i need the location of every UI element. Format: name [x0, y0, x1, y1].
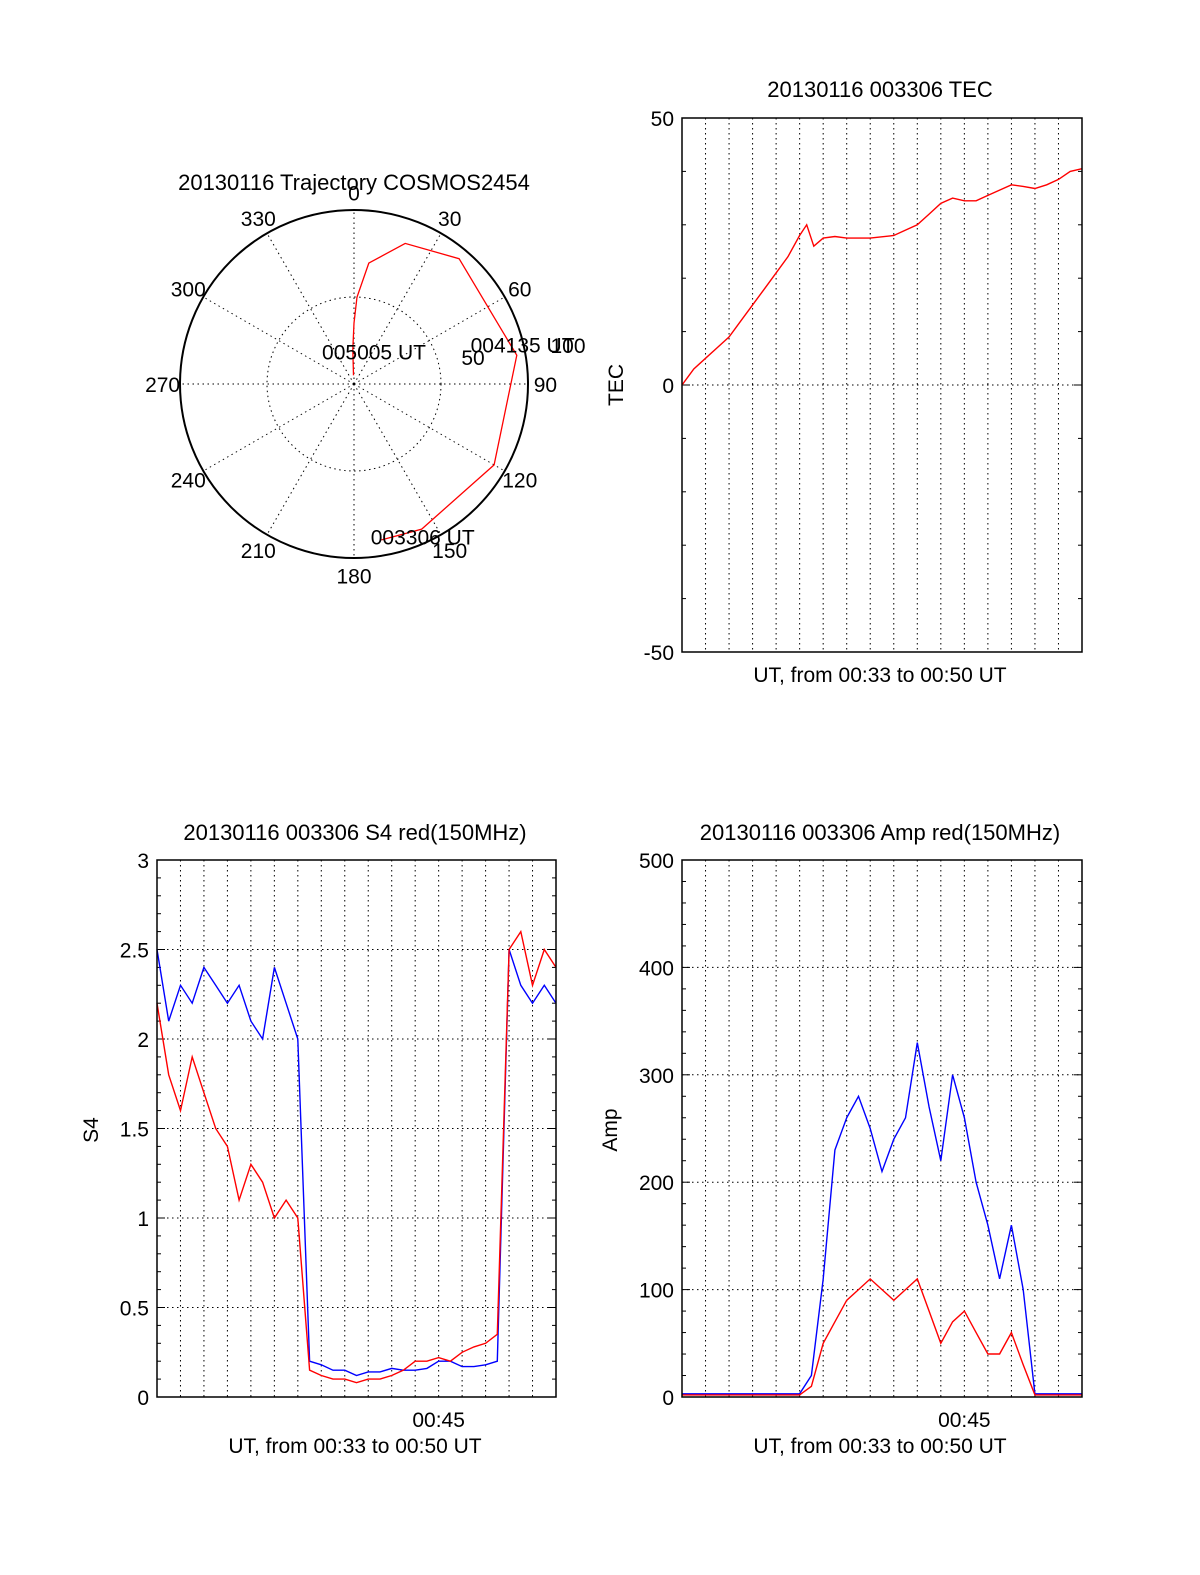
- polar-series: [352, 242, 518, 541]
- time-annotation: 005005 UT: [322, 342, 426, 365]
- polar-annotations: 005005 UT 004135 UT 003306 UT: [322, 335, 575, 550]
- polar-spoke: [353, 233, 442, 385]
- plot-frame: [681, 859, 1083, 1398]
- y-tick-label: 500: [639, 850, 674, 873]
- series-line-0: [681, 168, 1083, 386]
- amp-xlabel: UT, from 00:33 to 00:50 UT: [753, 1435, 1006, 1458]
- polar-grid: [179, 209, 529, 559]
- s4-panel: 20130116 003306 S4 red(150MHz) UT, from …: [80, 820, 557, 1458]
- polar-spoke: [353, 383, 505, 472]
- tec-title: 20130116 003306 TEC: [767, 77, 993, 102]
- azimuth-label: 240: [171, 470, 206, 493]
- polar-outer-ring: [179, 209, 529, 559]
- plot-frame: [156, 859, 557, 1398]
- azimuth-label: 120: [502, 470, 537, 493]
- y-tick-label: 1: [137, 1208, 149, 1231]
- tec-ylabel: TEC: [605, 364, 628, 406]
- time-annotation: 004135 UT: [471, 335, 575, 358]
- azimuth-label: 30: [438, 208, 461, 231]
- azimuth-label: 180: [336, 565, 371, 588]
- polar-trajectory-panel: 20130116 Trajectory COSMOS2454 0 30 60 90 12…: [145, 170, 585, 588]
- time-annotation: 003306 UT: [371, 526, 475, 549]
- polar-radial-labels: 50 100: [461, 335, 585, 370]
- polar-spoke: [353, 296, 505, 385]
- y-tick-label: 1.5: [120, 1119, 149, 1142]
- y-tick-label: 50: [651, 108, 674, 131]
- azimuth-label: 0: [348, 183, 360, 206]
- amp-title: 20130116 003306 Amp red(150MHz): [700, 820, 1060, 845]
- tec-xlabel: UT, from 00:33 to 00:50 UT: [753, 664, 1006, 687]
- azimuth-label: 150: [432, 540, 467, 563]
- plot-frame: [681, 117, 1083, 653]
- y-tick-label: 0: [662, 1387, 674, 1410]
- y-tick-label: 300: [639, 1065, 674, 1088]
- azimuth-label: 300: [171, 278, 206, 301]
- y-tick-label: 100: [639, 1280, 674, 1303]
- y-tick-label: 3: [137, 850, 149, 873]
- polar-azimuth-labels: 0 30 60 90 120 150 180 210 240 270 300 330: [145, 183, 557, 589]
- x-tick-label: 00:45: [938, 1409, 991, 1432]
- y-tick-label: 0: [137, 1387, 149, 1410]
- series-line-0: [156, 949, 557, 1377]
- y-tick-label: 400: [639, 957, 674, 980]
- amp-panel: 20130116 003306 Amp red(150MHz) UT, from…: [599, 820, 1083, 1458]
- y-tick-label: 2: [137, 1029, 149, 1052]
- polar-spoke: [266, 233, 355, 385]
- series-line-0: [682, 1042, 1082, 1395]
- azimuth-label: 270: [145, 374, 180, 397]
- amp-ylabel: Amp: [599, 1108, 622, 1151]
- azimuth-label: 330: [241, 208, 276, 231]
- polar-spoke: [203, 383, 355, 472]
- polar-spoke: [353, 383, 442, 535]
- series-line-1: [156, 929, 557, 1384]
- y-tick-label: -50: [644, 642, 674, 665]
- s4-ylabel: S4: [80, 1117, 103, 1143]
- y-tick-label: 0.5: [120, 1298, 149, 1321]
- polar-spoke: [266, 383, 355, 535]
- azimuth-label: 210: [241, 540, 276, 563]
- tec-panel: 20130116 003306 TEC UT, from 00:33 to 00…: [605, 77, 1083, 687]
- azimuth-label: 90: [534, 374, 557, 397]
- polar-spoke: [203, 296, 355, 385]
- polar-inner-ring: [266, 296, 442, 472]
- s4-xlabel: UT, from 00:33 to 00:50 UT: [228, 1435, 481, 1458]
- x-tick-label: 00:45: [412, 1409, 465, 1432]
- polar-title: 20130116 Trajectory COSMOS2454: [178, 170, 530, 195]
- radial-label: 50: [461, 347, 484, 370]
- amp-plot-area: 0 100 200 300 400 500 00:45: [639, 850, 1083, 1432]
- y-tick-label: 2.5: [120, 940, 149, 963]
- y-tick-label: 0: [662, 375, 674, 398]
- trajectory-line-0: [352, 242, 518, 541]
- s4-title: 20130116 003306 S4 red(150MHz): [183, 820, 526, 845]
- tec-plot-area: -50 0 50: [644, 108, 1083, 665]
- series-line-1: [682, 1277, 1082, 1396]
- y-tick-label: 200: [639, 1172, 674, 1195]
- azimuth-label: 60: [508, 278, 531, 301]
- radial-label: 100: [550, 335, 585, 358]
- s4-plot-area: 0 0.5 1 1.5 2 2.5 3 00:45: [120, 850, 557, 1432]
